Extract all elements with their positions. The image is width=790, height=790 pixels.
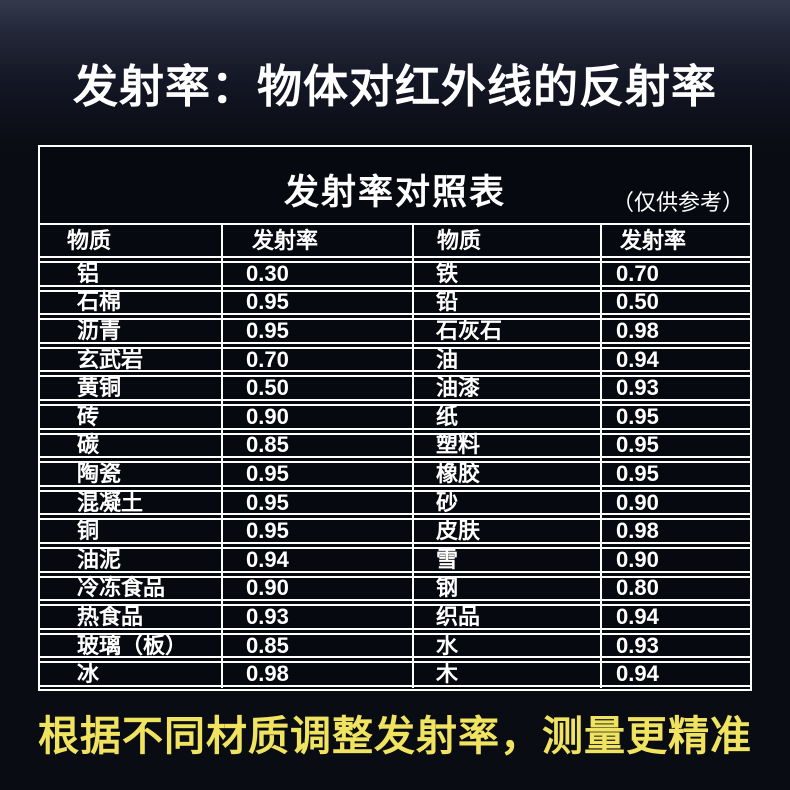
material-cell: 油泥 [77, 546, 122, 572]
emissivity-cell: 0.80 [616, 575, 659, 601]
material-cell: 沥青 [77, 317, 122, 343]
emissivity-cell: 0.95 [246, 460, 289, 486]
material-cell: 铜 [77, 518, 100, 544]
header-emissivity-right: 发射率 [620, 227, 687, 253]
material-cell: 塑料 [436, 432, 481, 458]
table-row: 冷冻食品 0.90 钢 0.80 [40, 575, 750, 602]
emissivity-cell: 0.90 [246, 403, 289, 429]
emissivity-cell: 0.85 [246, 632, 289, 658]
material-cell: 水 [436, 632, 459, 658]
emissivity-cell: 0.94 [246, 546, 289, 572]
emissivity-cell: 0.90 [616, 489, 659, 515]
emissivity-cell: 0.95 [246, 489, 289, 515]
material-cell: 铁 [436, 260, 459, 286]
table-note: （仅供参考） [611, 190, 744, 215]
emissivity-cell: 0.50 [616, 289, 659, 315]
emissivity-cell: 0.95 [246, 518, 289, 544]
emissivity-cell: 0.98 [246, 661, 289, 687]
emissivity-cell: 0.85 [246, 432, 289, 458]
column-divider [412, 225, 414, 688]
material-cell: 玄武岩 [77, 346, 144, 372]
emissivity-cell: 0.94 [616, 346, 659, 372]
material-cell: 石灰石 [436, 317, 503, 343]
emissivity-cell: 0.70 [616, 260, 659, 286]
emissivity-table: 发射率对照表 （仅供参考） 物质 发射率 物质 发射率 铝 0.30 铁 0.70 石棉… [38, 145, 752, 691]
material-cell: 雪 [436, 546, 459, 572]
material-cell: 冰 [77, 661, 100, 687]
table-row: 陶瓷 0.95 橡胶 0.95 [40, 461, 750, 487]
emissivity-cell: 0.93 [246, 603, 289, 629]
emissivity-cell: 0.93 [616, 375, 659, 401]
material-cell: 油 [436, 346, 459, 372]
table-row: 冰 0.98 木 0.94 [40, 661, 750, 687]
table-row: 砖 0.90 纸 0.95 [40, 403, 750, 430]
emissivity-cell: 0.50 [246, 375, 289, 401]
material-cell: 砂 [436, 489, 459, 515]
material-cell: 油漆 [436, 375, 481, 401]
table-row: 铝 0.30 铁 0.70 [40, 261, 750, 287]
emissivity-cell: 0.95 [616, 432, 659, 458]
table-title: 发射率对照表 [283, 173, 506, 212]
emissivity-cell: 0.90 [246, 575, 289, 601]
emissivity-cell: 0.98 [616, 317, 659, 343]
table-row: 玻璃（板） 0.85 水 0.93 [40, 632, 750, 659]
material-cell: 皮肤 [436, 518, 481, 544]
table-row: 玄武岩 0.70 油 0.94 [40, 346, 750, 373]
material-cell: 铝 [77, 260, 100, 286]
header-material-right: 物质 [437, 227, 482, 253]
emissivity-cell: 0.94 [616, 661, 659, 687]
table-row: 碳 0.85 塑料 0.95 [40, 432, 750, 459]
material-cell: 玻璃（板） [77, 632, 188, 658]
material-cell: 钢 [436, 575, 459, 601]
table-row: 石棉 0.95 铅 0.50 [40, 289, 750, 316]
material-cell: 黄铜 [77, 375, 122, 401]
page-title: 发射率：物体对红外线的反射率 [72, 61, 717, 112]
material-cell: 石棉 [77, 289, 122, 315]
header-material-left: 物质 [67, 227, 112, 253]
emissivity-cell: 0.30 [246, 260, 289, 286]
emissivity-cell: 0.95 [246, 289, 289, 315]
table-title-area: 发射率对照表 （仅供参考） [40, 147, 750, 225]
emissivity-cell: 0.95 [246, 317, 289, 343]
table-row: 铜 0.95 皮肤 0.98 [40, 518, 750, 544]
emissivity-cell: 0.94 [616, 603, 659, 629]
table-row: 混凝土 0.95 砂 0.90 [40, 489, 750, 516]
table-rows: 铝 0.30 铁 0.70 石棉 0.95 铅 0.50 沥青 0.95 石灰石 0.98 玄武岩 0.7… [40, 261, 750, 687]
emissivity-cell: 0.70 [246, 346, 289, 372]
emissivity-cell: 0.95 [616, 460, 659, 486]
material-cell: 织品 [436, 603, 481, 629]
table-row: 热食品 0.93 织品 0.94 [40, 604, 750, 630]
table-body: 物质 发射率 物质 发射率 铝 0.30 铁 0.70 石棉 0.95 铅 0.50 沥青 0.9… [40, 225, 750, 688]
material-cell: 陶瓷 [77, 460, 122, 486]
material-cell: 铅 [436, 289, 459, 315]
material-cell: 热食品 [77, 603, 144, 629]
material-cell: 混凝土 [77, 489, 144, 515]
table-row: 油泥 0.94 雪 0.90 [40, 546, 750, 573]
table-row: 黄铜 0.50 油漆 0.93 [40, 375, 750, 401]
table-header-row: 物质 发射率 物质 发射率 [40, 225, 750, 258]
header-emissivity-left: 发射率 [252, 227, 319, 253]
emissivity-cell: 0.90 [616, 546, 659, 572]
material-cell: 橡胶 [436, 460, 481, 486]
table-row: 沥青 0.95 石灰石 0.98 [40, 318, 750, 344]
material-cell: 砖 [77, 403, 100, 429]
emissivity-cell: 0.98 [616, 518, 659, 544]
column-divider [221, 225, 223, 688]
material-cell: 冷冻食品 [77, 575, 166, 601]
material-cell: 纸 [436, 403, 459, 429]
emissivity-cell: 0.95 [616, 403, 659, 429]
footer-note: 根据不同材质调整发射率，测量更精准 [38, 713, 752, 759]
column-divider [600, 225, 602, 688]
material-cell: 碳 [77, 432, 100, 458]
emissivity-cell: 0.93 [616, 632, 659, 658]
material-cell: 木 [436, 661, 459, 687]
